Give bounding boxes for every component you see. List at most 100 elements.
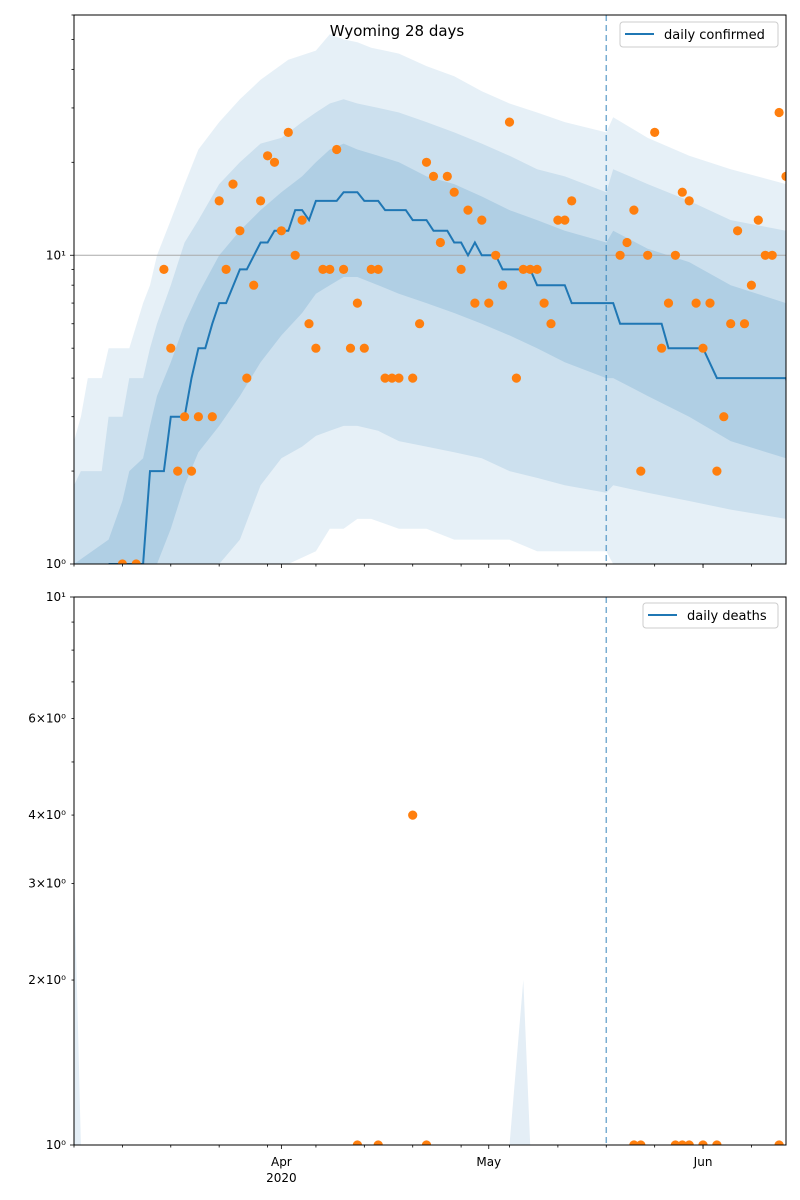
confirmed-legend-box xyxy=(619,21,779,48)
data-point xyxy=(304,319,314,329)
data-point xyxy=(567,196,577,206)
data-point xyxy=(263,151,273,161)
x-tick-sublabel: 2020 xyxy=(266,1171,297,1185)
data-point xyxy=(753,215,763,225)
data-point xyxy=(470,298,480,308)
deaths-legend-label: daily deaths xyxy=(687,609,767,624)
data-point xyxy=(726,319,736,329)
data-point xyxy=(380,373,390,383)
data-point xyxy=(525,264,535,274)
data-point xyxy=(366,264,376,274)
data-point xyxy=(117,559,127,564)
data-point xyxy=(774,107,784,118)
data-point xyxy=(650,127,660,137)
data-point xyxy=(719,412,729,422)
data-point xyxy=(456,264,466,274)
deaths-plot-area xyxy=(74,597,786,1145)
data-point xyxy=(518,264,528,274)
confirmed-chart: 10⁰ 10¹ Wyoming 28 days daily confirmed xyxy=(46,14,800,571)
x-tick-label: May xyxy=(476,1155,501,1169)
band-middle xyxy=(74,99,786,564)
chart-title: Wyoming 28 days xyxy=(330,22,465,40)
data-point xyxy=(159,264,169,274)
confirmed-legend-label: daily confirmed xyxy=(664,28,765,43)
data-point xyxy=(173,466,183,476)
data-point xyxy=(781,171,786,181)
data-point xyxy=(193,412,203,422)
data-point xyxy=(290,250,300,260)
data-point xyxy=(684,1140,694,1145)
x-tick-label: Jun xyxy=(693,1155,713,1169)
data-point xyxy=(698,1140,708,1145)
data-point xyxy=(415,319,425,329)
data-point xyxy=(421,157,432,167)
data-point xyxy=(739,319,750,329)
data-point xyxy=(449,187,459,197)
data-point xyxy=(677,187,687,197)
data-point xyxy=(539,298,549,308)
data-point xyxy=(657,343,667,353)
deaths-legend: daily deaths xyxy=(642,602,779,629)
data-point xyxy=(615,250,625,260)
data-point xyxy=(297,215,307,225)
data-point xyxy=(498,280,508,290)
data-point xyxy=(166,343,176,353)
deaths-legend-box xyxy=(642,602,779,629)
data-point xyxy=(207,412,217,422)
data-point xyxy=(428,171,439,181)
data-point xyxy=(180,412,190,422)
data-point xyxy=(511,373,521,383)
data-point xyxy=(636,466,646,476)
data-point xyxy=(249,280,259,290)
data-point xyxy=(235,226,245,236)
y-tick-label: 10⁰ xyxy=(46,557,66,571)
data-point xyxy=(795,251,800,260)
data-point xyxy=(532,264,542,274)
data-point xyxy=(435,237,445,248)
data-point xyxy=(339,264,349,274)
y-tick-label: 4×10⁰ xyxy=(28,808,66,822)
data-point xyxy=(325,264,335,274)
data-point xyxy=(373,1140,383,1145)
data-point xyxy=(477,215,487,225)
data-point xyxy=(359,343,369,353)
confirmed-y-axis: 10⁰ 10¹ xyxy=(46,14,74,571)
data-point xyxy=(560,215,570,225)
data-point xyxy=(629,1140,639,1145)
confirmed-x-axis xyxy=(73,564,752,568)
y-tick-label: 2×10⁰ xyxy=(28,973,66,987)
y-tick-label: 6×10⁰ xyxy=(28,712,66,726)
data-point xyxy=(760,250,770,260)
y-tick-label: 3×10⁰ xyxy=(28,877,66,891)
data-point xyxy=(712,1140,722,1145)
confirmed-axes-frame xyxy=(73,14,787,565)
data-point xyxy=(269,157,280,167)
data-point xyxy=(698,343,708,353)
data-point xyxy=(394,373,404,383)
deaths-chart: 10⁰ 2×10⁰ 3×10⁰ 4×10⁰ 6×10⁰ 10¹ Apr 2020 May Jun… xyxy=(28,590,787,1185)
deaths-y-axis: 10⁰ 2×10⁰ 3×10⁰ 4×10⁰ 6×10⁰ 10¹ xyxy=(28,590,74,1152)
data-point xyxy=(504,117,515,127)
data-point xyxy=(774,1140,784,1145)
data-point xyxy=(677,1140,687,1145)
data-point xyxy=(283,127,293,137)
data-point xyxy=(256,196,266,206)
data-point xyxy=(712,466,722,476)
band-inner xyxy=(74,143,786,564)
data-point xyxy=(663,298,674,308)
data-point xyxy=(408,373,418,383)
data-point xyxy=(131,559,141,564)
data-point xyxy=(421,1140,432,1145)
data-point xyxy=(670,1140,680,1145)
data-point xyxy=(705,298,715,308)
confirmed-uncertainty-bands xyxy=(74,34,786,564)
data-point xyxy=(352,1140,362,1145)
data-point xyxy=(228,179,238,189)
data-point xyxy=(733,226,743,236)
data-point xyxy=(332,144,342,155)
x-tick-label: Apr xyxy=(271,1155,292,1169)
confirmed-legend: daily confirmed xyxy=(619,21,779,48)
y-tick-label: 10¹ xyxy=(46,590,66,604)
data-point xyxy=(670,250,681,260)
